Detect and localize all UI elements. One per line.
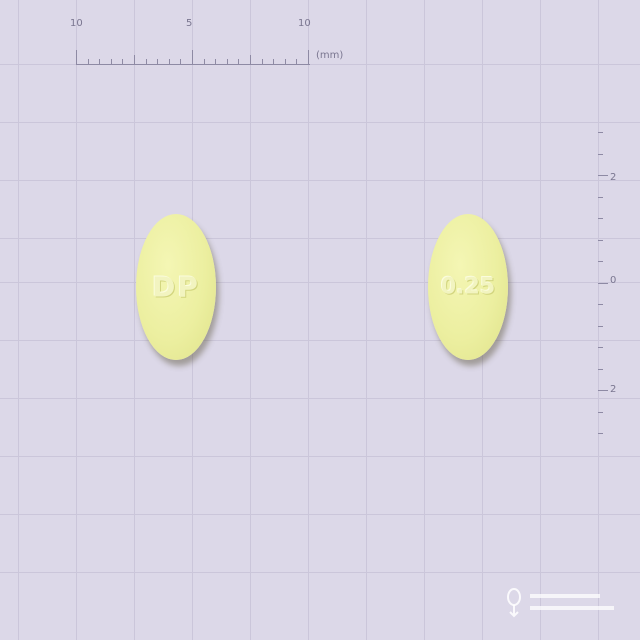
ruler-tick (261, 59, 263, 64)
ruler-tick (296, 59, 298, 64)
tablet-back: 0.25 (428, 214, 508, 360)
ruler-tick (99, 59, 101, 64)
ruler-tick (598, 261, 603, 262)
ruler-label: 10 (298, 18, 311, 29)
ruler-tick (598, 218, 603, 219)
ruler-tick (238, 59, 240, 64)
ruler-tick (598, 411, 603, 413)
ruler-label: 0 (610, 275, 617, 286)
ruler-tick (598, 132, 603, 133)
ruler-tick (308, 50, 309, 64)
ruler-tick (284, 59, 286, 64)
ruler-tick (598, 282, 608, 284)
grid-line (0, 456, 640, 457)
grid-line (0, 398, 640, 399)
ruler-label: 5 (186, 18, 193, 29)
ruler-tick (122, 59, 124, 64)
ruler-tick (203, 59, 205, 64)
grid-line (0, 282, 640, 283)
grid-line (0, 122, 640, 123)
ruler-tick (87, 59, 89, 64)
grid-line (0, 238, 640, 239)
ruler-tick (180, 59, 182, 64)
ruler-tick (598, 390, 608, 391)
ruler-tick (226, 59, 228, 64)
watermark-text-mark (530, 594, 600, 598)
ruler-tick (168, 59, 170, 64)
ruler-tick (134, 55, 135, 64)
watermark-text-mark (530, 606, 614, 610)
ruler-label: 10 (70, 18, 83, 29)
grid-line (250, 0, 251, 640)
ruler-tick (598, 433, 603, 434)
ruler-tick (598, 325, 603, 327)
ruler-label: 2 (610, 384, 617, 395)
grid-line (0, 64, 640, 65)
grid-line (76, 0, 77, 640)
grid-line (18, 0, 19, 640)
grid-line (366, 0, 367, 640)
watermark-icon (507, 588, 521, 618)
ruler-tick (273, 59, 275, 64)
grid-line (0, 514, 640, 515)
grid-line (134, 0, 135, 640)
tablet-imprint: DP (152, 270, 200, 304)
ruler-label: 2 (610, 172, 617, 183)
grid-line (0, 572, 640, 573)
ruler-tick (598, 153, 603, 155)
grid-line (0, 180, 640, 181)
ruler-tick (598, 347, 603, 348)
ruler-axis (76, 64, 310, 65)
tablet-imprint: 0.25 (440, 274, 496, 300)
ruler-tick (110, 59, 112, 64)
grid-line (424, 0, 425, 640)
grid-line (598, 0, 599, 640)
ruler-tick (76, 50, 77, 64)
grid-line (308, 0, 309, 640)
ruler-tick (598, 368, 603, 370)
ruler-tick (250, 55, 251, 64)
ruler-tick (157, 59, 159, 64)
ruler-tick (598, 239, 603, 241)
ruler-tick (598, 304, 603, 305)
grid-line (540, 0, 541, 640)
ruler-tick (145, 59, 147, 64)
ruler-tick (598, 196, 603, 198)
ruler-tick (215, 59, 217, 64)
ruler-unit: (mm) (316, 50, 344, 61)
ruler-tick (192, 50, 193, 64)
grid-line (0, 340, 640, 341)
ruler-tick (598, 175, 608, 176)
tablet-front: DP (136, 214, 216, 360)
watermark-logo (506, 586, 616, 626)
